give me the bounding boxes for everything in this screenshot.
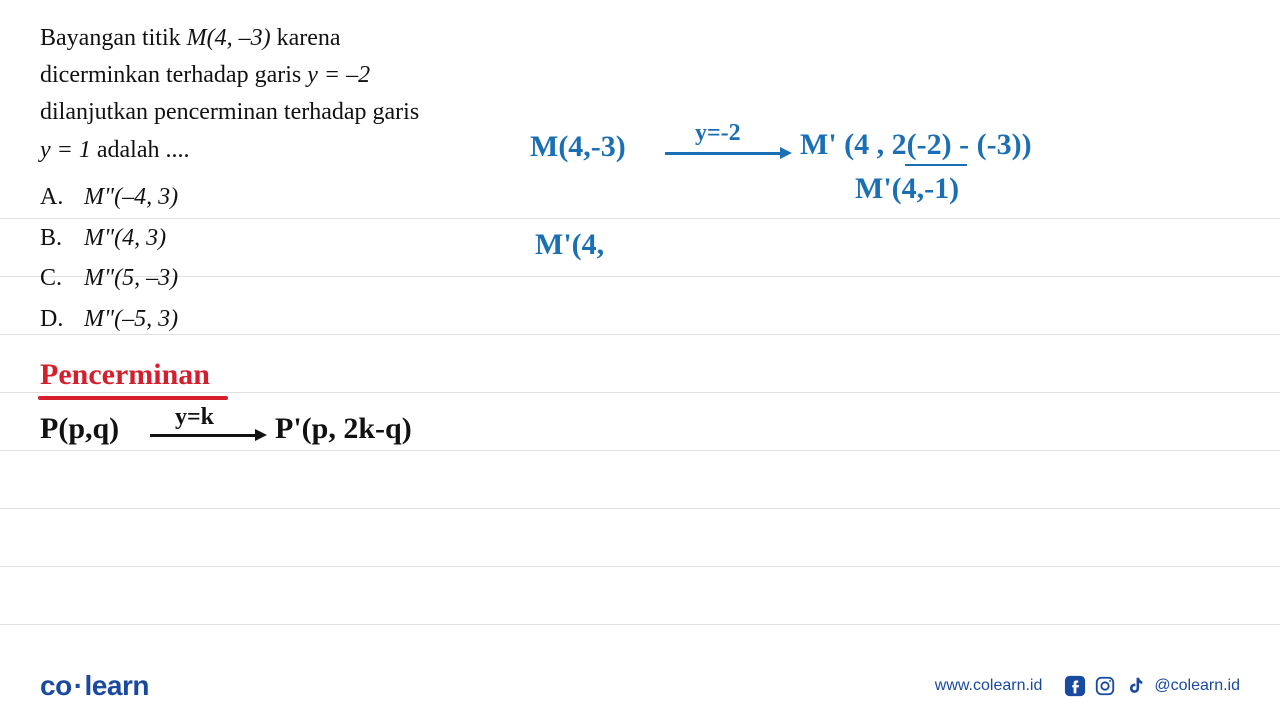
hand-red-title: Pencerminan	[40, 358, 210, 392]
hand-blue-step2-left: M'(4,	[535, 228, 604, 262]
hand-blue-step1-arrow-label: y=-2	[695, 120, 741, 147]
hand-black-arrow-head	[255, 429, 267, 441]
option-D: D.M"(–5, 3)	[40, 299, 500, 340]
option-C-text: M"(5, –3)	[84, 258, 178, 299]
logo-co: co	[40, 670, 72, 701]
option-A-text: M"(–4, 3)	[84, 177, 178, 218]
question-point-M: M(4, –3)	[187, 25, 271, 51]
question-text: Bayangan titik M(4, –3) karena dicermink…	[40, 20, 500, 340]
option-D-text: M"(–5, 3)	[84, 299, 178, 340]
question-line4-eq: y = 1	[40, 137, 91, 163]
instagram-icon	[1094, 675, 1116, 697]
question-line3: dilanjutkan pencerminan terhadap garis	[40, 94, 500, 131]
footer-handle: @colearn.id	[1154, 677, 1240, 695]
question-line2-pre: dicerminkan terhadap garis	[40, 62, 307, 88]
footer-url: www.colearn.id	[935, 677, 1043, 695]
logo-learn: learn	[85, 670, 149, 701]
facebook-icon	[1064, 675, 1086, 697]
question-line4-post: adalah ....	[91, 137, 190, 163]
footer: co·learn www.colearn.id @colearn.id	[40, 670, 1240, 702]
option-C: C.M"(5, –3)	[40, 258, 500, 299]
hand-blue-underline-2neg2	[905, 164, 967, 166]
answer-options: A.M"(–4, 3) B.M"(4, 3) C.M"(5, –3) D.M"(…	[40, 177, 500, 340]
footer-right: www.colearn.id @colearn.id	[935, 675, 1240, 697]
option-B: B.M"(4, 3)	[40, 218, 500, 259]
tiktok-icon	[1124, 675, 1146, 697]
question-line2-eq: y = –2	[307, 62, 370, 88]
question-line1-pre: Bayangan titik	[40, 25, 187, 51]
social-icons: @colearn.id	[1064, 675, 1240, 697]
hand-black-formula-left: P(p,q)	[40, 412, 119, 446]
hand-blue-step1-arrow-head	[780, 147, 792, 159]
hand-black-arrow-line	[150, 434, 255, 437]
question-line1-post: karena	[271, 25, 341, 51]
hand-black-arrow-label: y=k	[175, 404, 214, 431]
brand-logo: co·learn	[40, 670, 149, 702]
option-B-text: M"(4, 3)	[84, 218, 166, 259]
hand-blue-step1-left: M(4,-3)	[530, 130, 626, 164]
option-A: A.M"(–4, 3)	[40, 177, 500, 218]
hand-blue-step1-right: M' (4 , 2(-2) - (-3))	[800, 128, 1032, 162]
hand-black-formula-right: P'(p, 2k-q)	[275, 412, 412, 446]
hand-blue-step1-result: M'(4,-1)	[855, 172, 959, 206]
hand-blue-step1-arrow-line	[665, 152, 780, 155]
logo-dot: ·	[72, 670, 85, 701]
hand-red-underline	[38, 396, 228, 400]
